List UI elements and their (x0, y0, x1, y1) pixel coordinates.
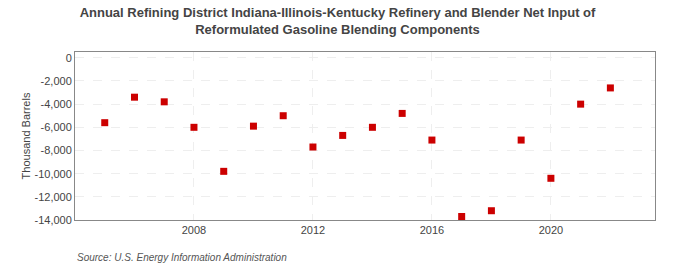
svg-text:-8,000: -8,000 (41, 144, 72, 156)
svg-text:Source: U.S. Energy Informatio: Source: U.S. Energy Information Administ… (77, 252, 287, 263)
svg-text:0: 0 (66, 52, 72, 64)
svg-text:2020: 2020 (539, 224, 563, 236)
svg-text:2012: 2012 (301, 224, 325, 236)
svg-text:-6,000: -6,000 (41, 121, 72, 133)
svg-text:Annual Refining District India: Annual Refining District Indiana-Illinoi… (80, 5, 596, 37)
svg-text:-12,000: -12,000 (34, 191, 71, 203)
svg-text:2016: 2016 (420, 224, 444, 236)
svg-text:-10,000: -10,000 (34, 168, 71, 180)
svg-text:-14,000: -14,000 (34, 214, 71, 226)
svg-text:2008: 2008 (182, 224, 206, 236)
svg-text:-4,000: -4,000 (41, 98, 72, 110)
svg-text:-2,000: -2,000 (41, 75, 72, 87)
svg-text:Thousand Barrels: Thousand Barrels (20, 92, 32, 179)
